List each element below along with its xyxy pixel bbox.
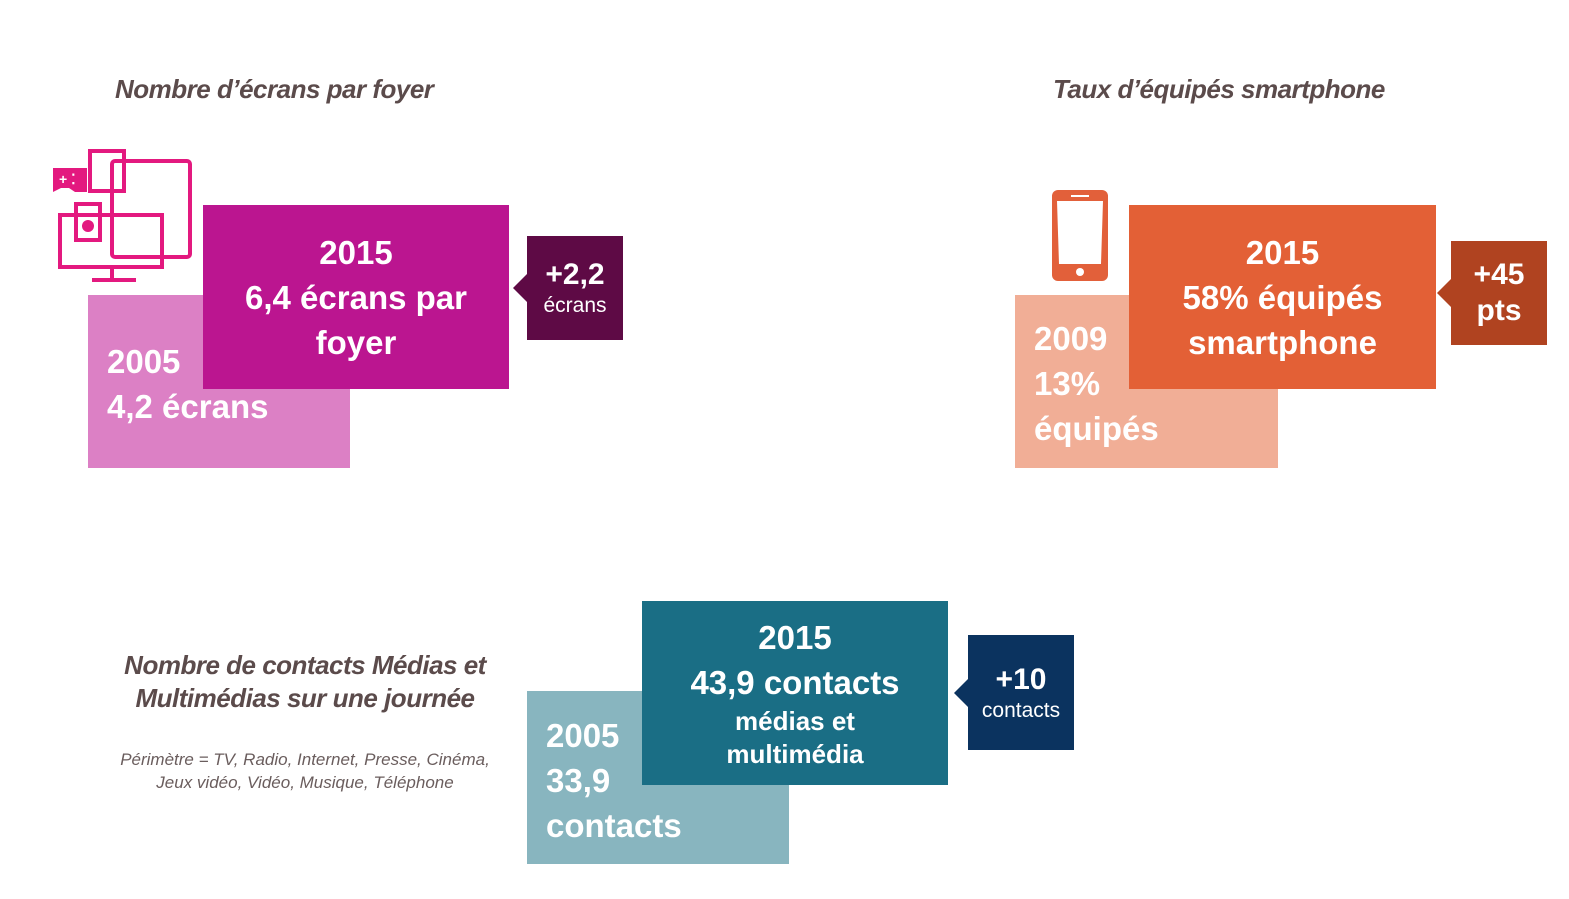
contacts-title-line1: Nombre de contacts Médias et <box>124 650 486 680</box>
contacts-new-line2: médias et <box>735 706 855 736</box>
screens-2015-block: 2015 6,4 écrans par foyer <box>203 205 509 389</box>
screens-delta-badge: +2,2 écrans <box>513 236 623 340</box>
smartphone-delta-badge: +45 pts <box>1437 241 1547 345</box>
smartphone-title: Taux d’équipés smartphone <box>1053 74 1385 104</box>
contacts-delta-badge: +10 contacts <box>954 635 1074 750</box>
smartphone-delta-unit: pts <box>1476 294 1522 327</box>
screens-delta-unit: écrans <box>543 294 607 317</box>
smartphone-old-value: 13% <box>1034 365 1101 402</box>
contacts-new-line3: multimédia <box>726 739 864 769</box>
multi-screen-icon: + ⁚ <box>53 149 192 282</box>
contacts-new-year: 2015 <box>758 619 832 656</box>
contacts-title: Nombre de contacts Médias et Multimédias… <box>100 649 510 715</box>
smartphone-old-unit: équipés <box>1034 410 1159 447</box>
contacts-new-line1: 43,9 contacts <box>690 664 900 701</box>
smartphone-2015-block: 2015 58% équipés smartphone <box>1129 205 1436 389</box>
contacts-note: Périmètre = TV, Radio, Internet, Presse,… <box>100 748 510 794</box>
smartphone-delta-value: +45 <box>1473 258 1525 291</box>
contacts-old-year: 2005 <box>546 717 620 754</box>
contacts-2015-block: 2015 43,9 contacts médias et multimédia <box>642 601 948 785</box>
contacts-note-line1: Périmètre = TV, Radio, Internet, Presse,… <box>120 750 490 769</box>
contacts-delta-unit: contacts <box>981 698 1061 722</box>
contacts-old-unit: contacts <box>546 807 682 844</box>
screens-title: Nombre d’écrans par foyer <box>115 74 434 104</box>
smartphone-icon <box>1052 190 1108 281</box>
screens-new-year: 2015 <box>319 233 393 271</box>
contacts-note-line2: Jeux vidéo, Vidéo, Musique, Téléphone <box>156 773 454 792</box>
screens-new-line2: foyer <box>315 323 397 361</box>
contacts-delta-value: +10 <box>995 662 1047 696</box>
svg-text:+ ⁚: + ⁚ <box>59 171 76 187</box>
contacts-old-value: 33,9 <box>546 762 611 799</box>
contacts-title-line2: Multimédias sur une journée <box>135 683 475 713</box>
smartphone-new-line2: smartphone <box>1188 323 1377 361</box>
screens-delta-value: +2,2 <box>545 258 605 291</box>
smartphone-new-line1: 58% équipés <box>1182 278 1383 316</box>
screens-old-year: 2005 <box>107 343 181 380</box>
smartphone-old-year: 2009 <box>1034 320 1108 357</box>
screens-new-line1: 6,4 écrans par <box>245 278 467 316</box>
screens-old-value: 4,2 écrans <box>107 388 269 425</box>
smartphone-new-year: 2015 <box>1245 233 1320 271</box>
